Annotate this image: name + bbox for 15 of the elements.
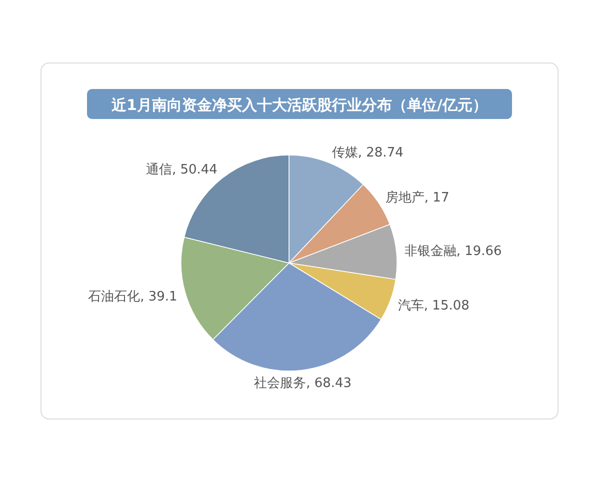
slice-label: 传媒 bbox=[332, 146, 358, 160]
chart-title: 近1月南向资金净买入十大活跃股行业分布（单位/亿元） bbox=[110, 96, 488, 114]
data-label: , 50.44 bbox=[172, 162, 218, 178]
slice-label: 非银金融 bbox=[404, 244, 456, 260]
data-label: , 15.08 bbox=[424, 298, 470, 314]
slice-label: 社会服务 bbox=[254, 376, 306, 392]
data-label: , 19.66 bbox=[456, 244, 502, 260]
slice-label: 通信 bbox=[146, 162, 172, 178]
data-label: , 28.74 bbox=[358, 146, 404, 160]
slice-label: 石油石化 bbox=[88, 289, 140, 304]
data-label: , 68.43 bbox=[306, 376, 352, 392]
data-label: , 39.1 bbox=[140, 289, 178, 304]
slice-label: 房地产 bbox=[385, 189, 424, 206]
slice-label: 汽车 bbox=[398, 298, 424, 314]
data-label: , 17 bbox=[424, 190, 450, 206]
